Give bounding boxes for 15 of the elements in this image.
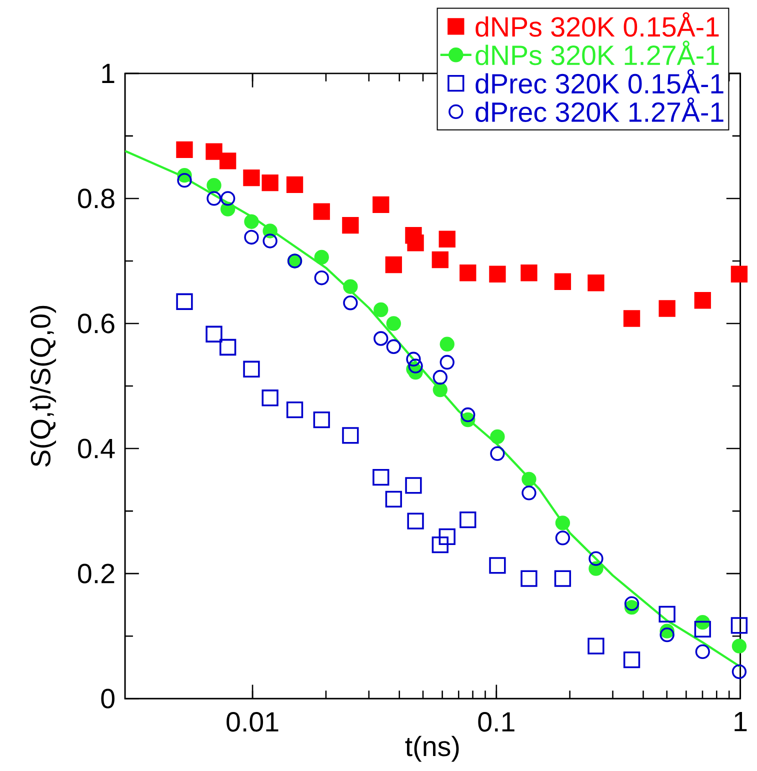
legend-label: dNPs 320K 0.15Å-1 xyxy=(476,12,719,37)
x-tick-label: 1 xyxy=(734,712,747,732)
y-tick-label: 0 xyxy=(101,688,114,708)
legend-label: dPrec 320K 1.27Å-1 xyxy=(476,97,724,122)
x-tick-label: 0.01 xyxy=(226,712,278,732)
y-tick-label: 0.8 xyxy=(78,188,114,208)
legend-label: dPrec 320K 0.15Å-1 xyxy=(476,69,724,94)
y-tick-label: 0.6 xyxy=(78,314,114,334)
y-tick-label: 0.2 xyxy=(78,564,114,584)
y-tick-label: 0.4 xyxy=(78,438,115,458)
x-tick-label: 0.1 xyxy=(478,712,514,732)
legend-label: dNPs 320K 1.27Å-1 xyxy=(476,40,719,66)
y-tick-label: 1 xyxy=(102,64,114,83)
x-axis-title: t(ns) xyxy=(405,736,459,762)
y-axis-title: S(Q,t)/S(Q,0) xyxy=(30,306,56,467)
